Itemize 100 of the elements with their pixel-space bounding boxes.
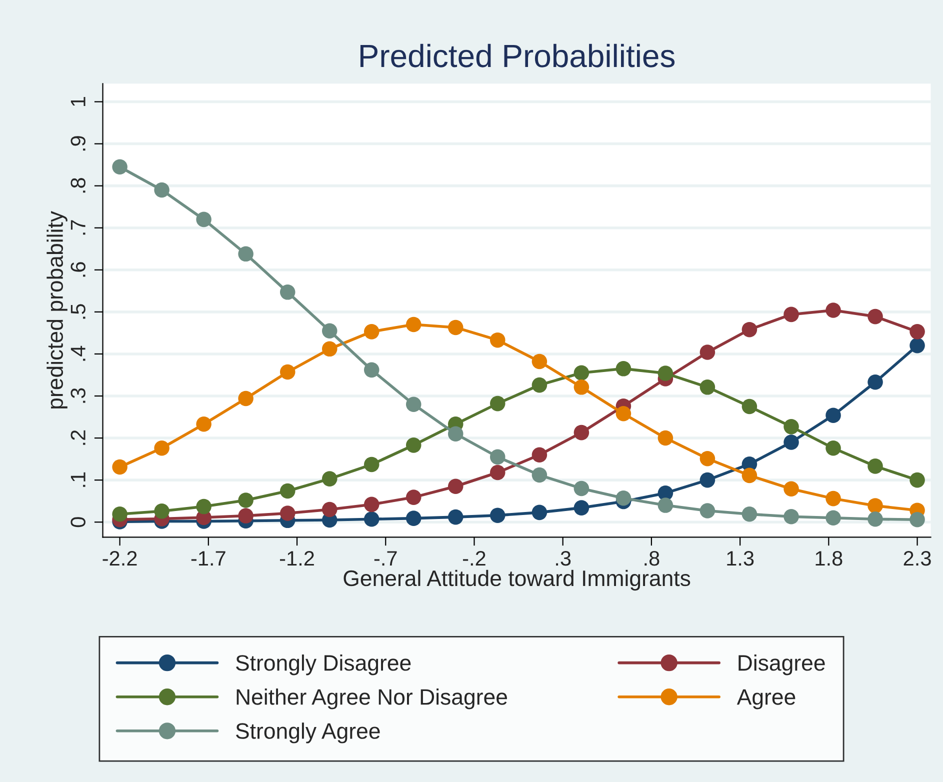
point <box>574 424 590 440</box>
point <box>826 490 841 506</box>
point <box>532 504 548 520</box>
y-tick-label: 1 <box>70 96 86 106</box>
x-tick-label: .8 <box>644 550 660 566</box>
y-tick-label: .6 <box>70 262 86 277</box>
y-tick-label: .4 <box>70 346 86 361</box>
point <box>826 408 841 423</box>
point <box>574 480 590 496</box>
point <box>112 159 128 175</box>
point <box>532 377 548 393</box>
point <box>280 483 296 499</box>
x-axis-title: General Attitude toward Immigrants <box>344 570 690 591</box>
point <box>532 467 548 483</box>
point <box>406 438 422 453</box>
point <box>238 492 254 508</box>
point <box>868 458 883 474</box>
point <box>238 508 254 524</box>
point <box>490 508 506 524</box>
point <box>406 510 422 526</box>
y-tick-label: 0 <box>70 517 86 528</box>
point <box>616 406 632 422</box>
legend-label: Disagree <box>738 654 825 676</box>
point <box>154 440 170 456</box>
y-tick-label: .2 <box>70 430 86 445</box>
point <box>406 490 422 505</box>
point <box>154 504 170 519</box>
point <box>406 316 422 332</box>
x-tick-label: 2.3 <box>904 550 931 566</box>
point <box>574 380 590 395</box>
y-tick-label: .8 <box>70 178 86 193</box>
point <box>742 398 758 414</box>
point <box>364 496 380 512</box>
point <box>112 459 128 475</box>
point <box>742 468 758 484</box>
point <box>616 361 632 376</box>
point <box>448 320 464 336</box>
legend-label: Strongly Disagree <box>236 654 411 676</box>
point <box>490 332 506 348</box>
y-tick-label: .5 <box>70 304 86 319</box>
point <box>532 447 548 462</box>
y-axis-title: predicted probability <box>46 211 68 408</box>
point <box>322 502 338 518</box>
point <box>322 323 338 338</box>
point <box>658 430 674 446</box>
y-tick-label: .9 <box>70 136 86 151</box>
point <box>784 306 799 322</box>
point <box>616 490 632 506</box>
point <box>868 512 883 527</box>
point <box>490 464 506 480</box>
point <box>658 498 674 513</box>
point <box>742 322 758 338</box>
point <box>700 450 716 466</box>
point <box>826 510 841 526</box>
point <box>280 506 296 521</box>
point <box>910 512 925 528</box>
point <box>868 308 883 324</box>
point <box>322 341 338 357</box>
point <box>364 362 380 378</box>
legend-label: Neither Agree Nor Disagree <box>236 688 507 710</box>
point <box>490 396 506 412</box>
point <box>280 364 296 380</box>
y-tick-label: .7 <box>70 220 86 235</box>
point <box>322 471 338 486</box>
point <box>448 478 464 494</box>
point <box>868 374 883 390</box>
x-tick-label: .3 <box>556 550 571 566</box>
point <box>700 344 716 360</box>
point <box>700 380 716 395</box>
point <box>784 481 799 497</box>
point <box>574 365 590 381</box>
point <box>910 472 925 488</box>
point <box>910 338 925 354</box>
point <box>532 354 548 370</box>
x-tick-label: -.2 <box>463 550 486 566</box>
point <box>238 390 254 406</box>
point <box>658 366 674 381</box>
point <box>196 212 212 228</box>
point <box>826 440 841 456</box>
x-tick-label: -1.2 <box>280 550 314 566</box>
point <box>364 324 380 340</box>
x-tick-label: 1.3 <box>727 550 754 566</box>
point <box>280 284 296 300</box>
point <box>238 246 254 262</box>
point <box>826 302 841 318</box>
point <box>196 498 212 514</box>
point <box>154 182 170 198</box>
point <box>448 509 464 525</box>
point <box>910 324 925 340</box>
y-tick-label: .1 <box>70 472 86 487</box>
point <box>364 512 380 527</box>
legend-label: Strongly Agree <box>236 722 380 744</box>
point <box>784 508 799 524</box>
chart-title: Predicted Probabilities <box>360 44 675 68</box>
point <box>574 500 590 516</box>
x-tick-label: 1.8 <box>816 550 842 566</box>
point <box>784 434 799 450</box>
point <box>868 498 883 514</box>
y-tick-label: .3 <box>70 388 86 403</box>
x-tick-label: -2.2 <box>102 550 137 566</box>
